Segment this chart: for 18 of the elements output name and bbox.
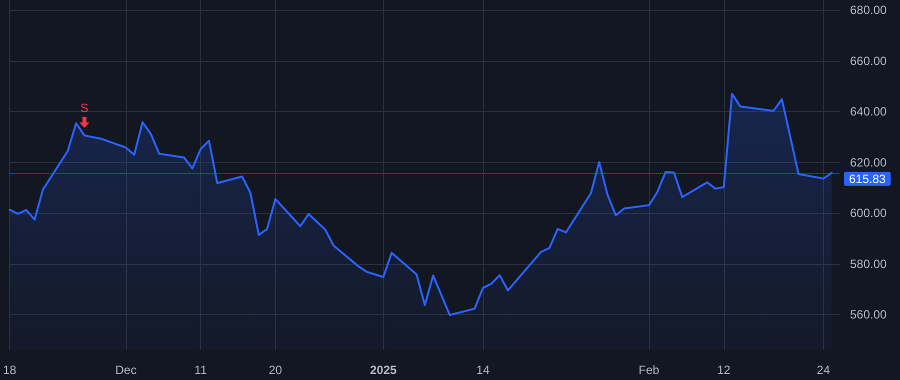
annotation: S xyxy=(80,100,88,115)
y-tick-label: 680.00 xyxy=(850,3,888,18)
y-tick-label: 560.00 xyxy=(850,307,888,322)
x-tick-label: Dec xyxy=(115,363,137,377)
y-tick-label: 600.00 xyxy=(850,206,888,220)
x-tick-label: 14 xyxy=(476,363,490,377)
y-tick-label: 580.00 xyxy=(850,256,888,271)
x-tick-label: 20 xyxy=(268,363,282,377)
x-tick-label: 18 xyxy=(2,363,17,377)
y-tick-label: 660.00 xyxy=(850,54,888,68)
x-tick-label: 12 xyxy=(717,363,731,377)
y-tick-label: 640.00 xyxy=(850,104,888,119)
x-tick-label: 11 xyxy=(194,363,208,377)
x-tick-label: Feb xyxy=(638,363,660,377)
y-tick-label: 620.00 xyxy=(850,155,888,170)
x-tick-label: 2025 xyxy=(370,363,397,377)
ref-line-label: 615.83 xyxy=(849,172,886,186)
x-tick-label: 24 xyxy=(816,363,830,377)
